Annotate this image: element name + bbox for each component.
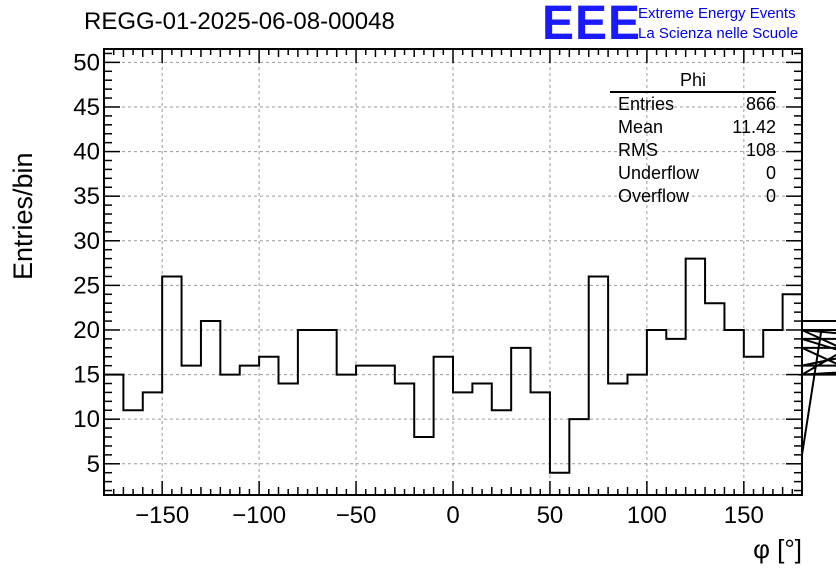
stats-row-rms: RMS 108 <box>610 139 776 162</box>
stats-row-overflow: Overflow 0 <box>610 185 776 208</box>
x-tick-label: 0 <box>446 502 459 529</box>
stats-value: 866 <box>745 94 776 114</box>
y-tick-label: 45 <box>73 94 100 121</box>
stats-row-entries: Entries 866 <box>610 93 776 116</box>
eee-logo-icon: EEE <box>542 0 642 50</box>
stats-value: 108 <box>745 140 776 160</box>
stats-title: Phi <box>610 70 776 93</box>
y-tick-label: 25 <box>73 272 100 299</box>
stats-row-underflow: Underflow 0 <box>610 162 776 185</box>
y-tick-label: 30 <box>73 228 100 255</box>
x-tick-label: 150 <box>724 502 764 529</box>
x-tick-label: 100 <box>627 502 667 529</box>
y-tick-label: 40 <box>73 139 100 166</box>
x-tick-label: 50 <box>537 502 564 529</box>
x-tick-label: −100 <box>232 502 286 529</box>
y-tick-label: 35 <box>73 183 100 210</box>
histogram-line <box>104 257 836 474</box>
stats-label: RMS <box>618 140 658 160</box>
stats-label: Underflow <box>618 163 700 183</box>
stats-box: Phi Entries 866 Mean 11.42 RMS 108 Under… <box>610 70 776 208</box>
y-tick-label: 20 <box>73 317 100 344</box>
x-tick-label: −50 <box>336 502 377 529</box>
stats-label: Entries <box>618 94 675 114</box>
stats-row-mean: Mean 11.42 <box>610 116 776 139</box>
stats-label: Overflow <box>618 186 690 206</box>
stats-value: 0 <box>765 186 776 206</box>
y-tick-label: 10 <box>73 406 100 433</box>
chart-title: REGG-01-2025-06-08-00048 <box>84 8 395 35</box>
logo-line-2: La Scienza nelle Scuole <box>638 25 799 42</box>
y-tick-label: 15 <box>73 362 100 389</box>
x-axis-label: φ [°] <box>753 534 802 564</box>
y-tick-label: 50 <box>73 49 100 76</box>
y-axis-label: Entries/bin <box>8 152 38 280</box>
logo-line-1: Extreme Energy Events <box>638 5 796 22</box>
stats-label: Mean <box>618 117 664 137</box>
y-tick-label: 5 <box>87 451 100 478</box>
x-tick-label: −150 <box>135 502 189 529</box>
stats-value: 0 <box>765 163 776 183</box>
stats-value: 11.42 <box>732 117 776 137</box>
